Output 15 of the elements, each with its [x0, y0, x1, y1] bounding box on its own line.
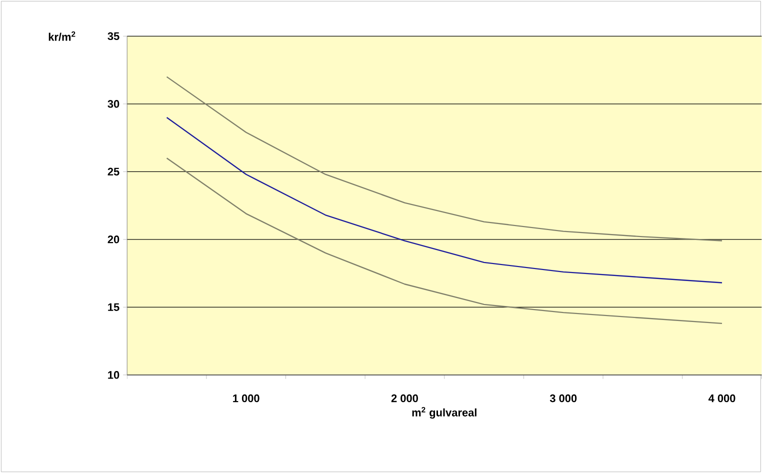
y-tick-label: 15	[108, 303, 120, 311]
line-series	[166, 116, 723, 284]
line-series	[166, 157, 723, 324]
x-axis-title: m$^{2}$ gulvareal	[412, 407, 476, 419]
x-tick-label: 1 000	[233, 394, 260, 402]
y-tick-label: 35	[108, 32, 120, 40]
y-tick-label: 20	[108, 236, 120, 244]
x-tick-label: 3 000	[550, 394, 577, 402]
y-tick-label: 30	[108, 100, 120, 108]
x-tick-label: 2 000	[391, 394, 418, 402]
y-axis-title: kr/m$^{2}$	[48, 31, 76, 41]
y-tick-label: 25	[108, 168, 120, 176]
line-series	[166, 76, 723, 242]
y-tick-label: 10	[108, 371, 120, 379]
x-tick-label: 4 000	[708, 394, 736, 402]
